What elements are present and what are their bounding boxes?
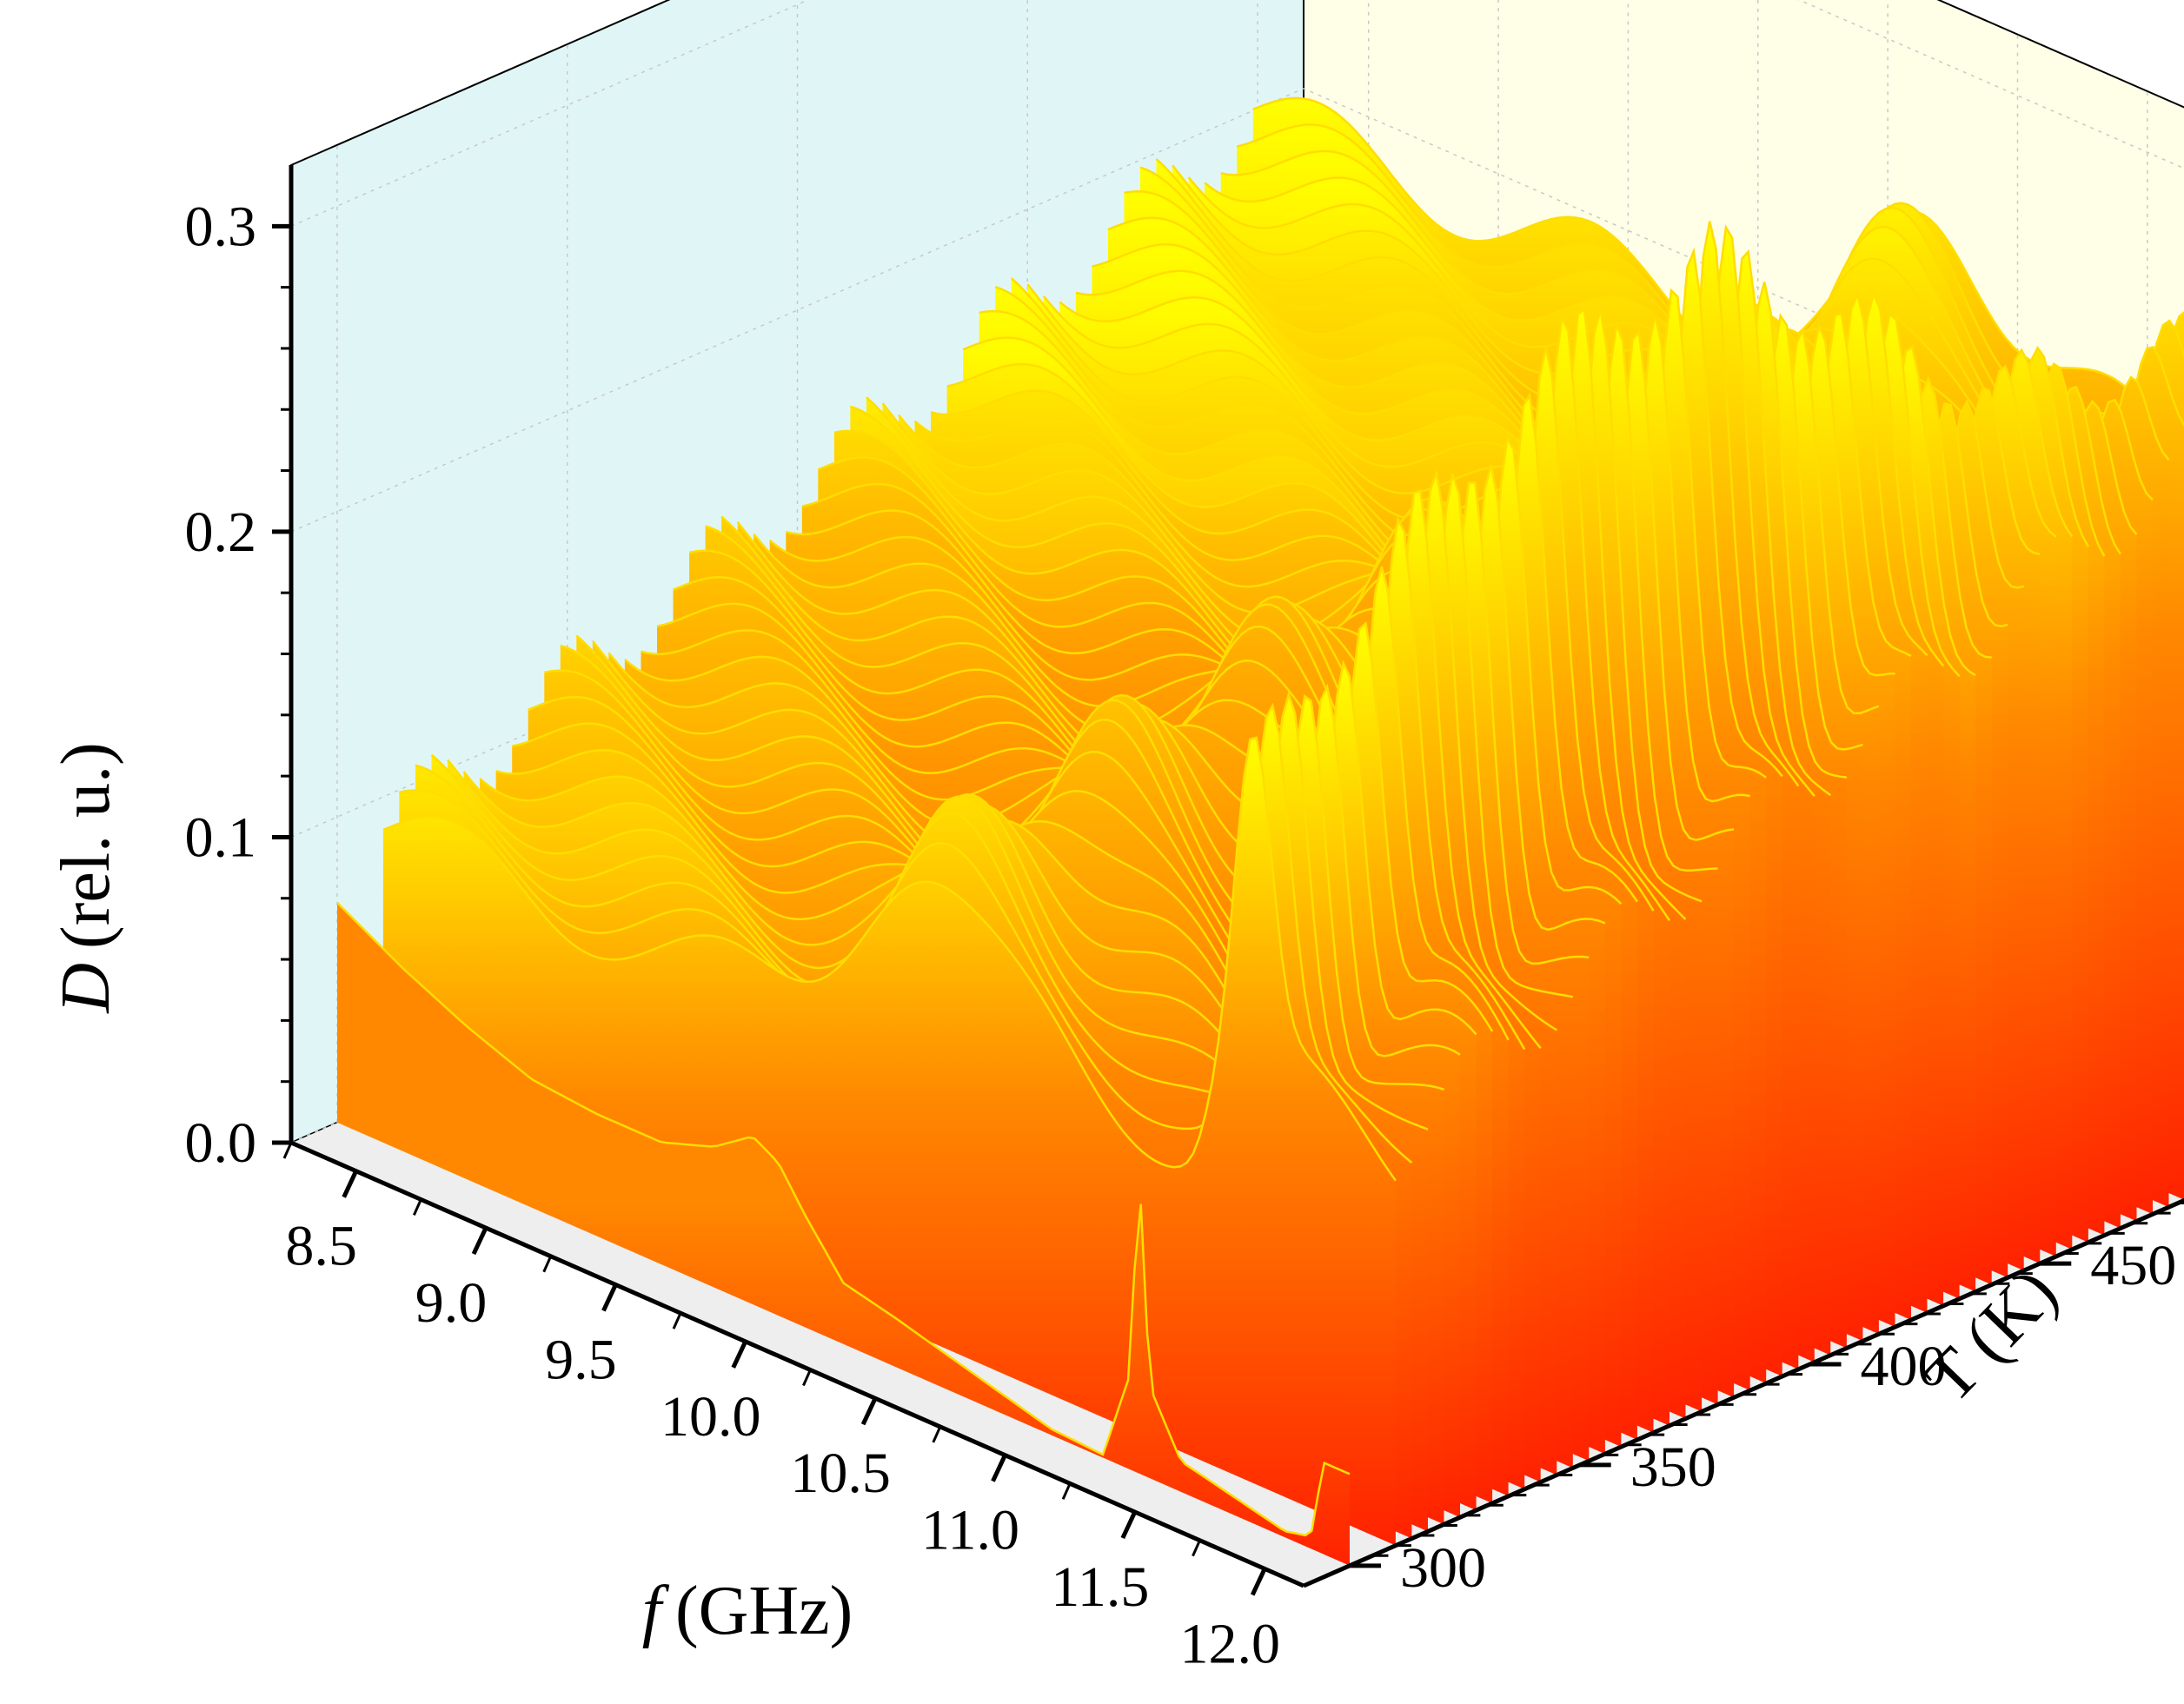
x-minor-tick <box>542 1256 553 1273</box>
x-axis-label: f (GHz) <box>642 1573 853 1649</box>
x-tick-label: 10.5 <box>790 1442 891 1505</box>
x-tick-label: 10.0 <box>661 1385 761 1449</box>
x-tick-label: 9.5 <box>545 1328 617 1391</box>
x-tick-label: 9.0 <box>415 1271 488 1335</box>
z-tick-label: 0.2 <box>185 501 257 564</box>
x-tick-label: 12.0 <box>1179 1612 1280 1675</box>
x-minor-tick <box>282 1142 293 1159</box>
x-minor-tick <box>1126 1511 1137 1528</box>
x-minor-tick <box>997 1455 1006 1472</box>
x-tick-label: 11.0 <box>921 1499 1019 1562</box>
z-tick-label: 0.1 <box>185 806 257 869</box>
x-minor-tick <box>1061 1482 1072 1500</box>
x-minor-tick <box>1192 1540 1201 1557</box>
x-tick-label: 11.5 <box>1051 1555 1149 1619</box>
x-minor-tick <box>866 1397 877 1415</box>
z-grid-line <box>290 0 2184 227</box>
z-grid-line <box>290 88 2184 533</box>
x-minor-tick <box>1256 1568 1266 1585</box>
x-minor-tick <box>607 1283 617 1302</box>
y-tick-label: 400 <box>1861 1335 1947 1398</box>
spectrum-curve <box>336 901 1351 1566</box>
axes: 0.0 0.1 0.2 0.3 8.5 9.0 9.5 10.0 10.5 11.0 11.5 12.… <box>185 165 2184 1675</box>
y-tick-label: 350 <box>1630 1435 1716 1499</box>
x-minor-tick <box>672 1312 682 1329</box>
x-minor-tick <box>348 1170 358 1188</box>
x-minor-tick <box>412 1198 422 1216</box>
x-minor-tick <box>802 1369 812 1387</box>
z-axis-label: D(rel. u.) <box>48 742 124 1013</box>
z-tick-label: 0.0 <box>185 1111 257 1175</box>
x-tick-label: 8.5 <box>285 1215 357 1278</box>
y-tick-label: 300 <box>1400 1536 1486 1600</box>
z-tick-label: 0.3 <box>185 195 257 258</box>
x-minor-tick <box>932 1426 942 1443</box>
spectra-series <box>336 96 2184 1566</box>
x-minor-tick <box>477 1227 488 1244</box>
x-minor-tick <box>737 1341 747 1358</box>
y-tick-label: 450 <box>2090 1234 2176 1297</box>
